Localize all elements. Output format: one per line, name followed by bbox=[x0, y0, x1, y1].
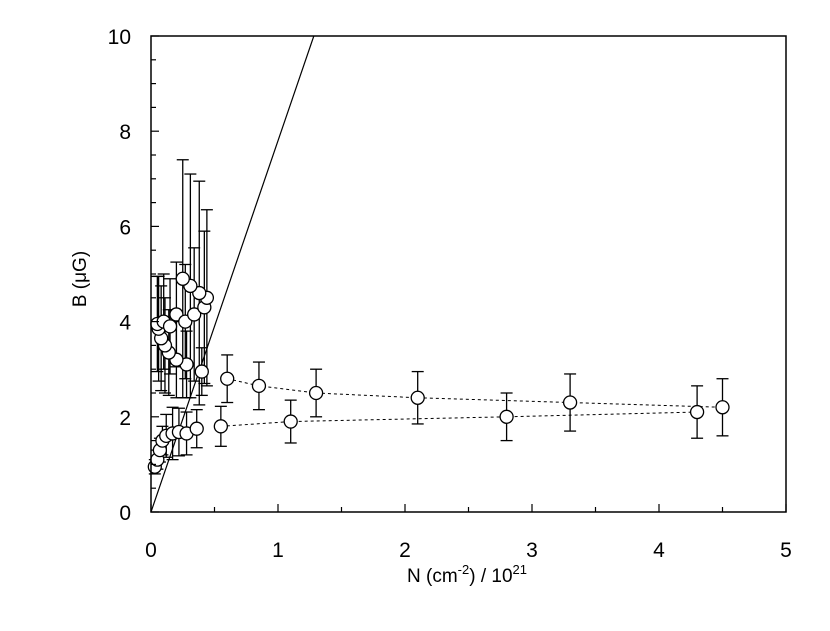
series-1-point bbox=[213, 419, 229, 434]
y-tick-label: 4 bbox=[119, 312, 131, 335]
x-axis-title-base: N (cm bbox=[407, 566, 458, 587]
x-tick-label: 4 bbox=[653, 539, 665, 562]
series-2-point bbox=[220, 371, 235, 386]
series-1-point bbox=[283, 414, 298, 429]
y-tick-label: 0 bbox=[119, 502, 131, 525]
axes: 0 2 4 6 8 10 0 1 2 3 4 5 bbox=[108, 26, 792, 562]
x-axis-title-mid: ) / 10 bbox=[469, 566, 512, 587]
series-1-point bbox=[689, 404, 705, 420]
y-tick-label: 8 bbox=[119, 121, 131, 144]
series-2-point bbox=[175, 271, 190, 286]
series-2-point bbox=[194, 364, 209, 379]
x-tick-label: 2 bbox=[399, 539, 411, 562]
y-tick-label: 2 bbox=[119, 407, 131, 430]
series-2-point bbox=[410, 390, 425, 405]
y-tick-label: 6 bbox=[119, 216, 131, 239]
series-2-point bbox=[162, 319, 178, 334]
series-2-point bbox=[187, 307, 202, 322]
series-2-point bbox=[308, 385, 324, 401]
plot-frame bbox=[150, 35, 787, 513]
reference-line bbox=[151, 36, 315, 512]
series-2-point bbox=[715, 400, 730, 415]
series-2-point bbox=[251, 378, 267, 394]
series-2-point bbox=[562, 395, 578, 410]
x-tick-label: 1 bbox=[272, 539, 284, 562]
series-1-point bbox=[499, 409, 514, 424]
y-tick-label: 10 bbox=[108, 26, 131, 49]
x-axis-title-sup2: 21 bbox=[513, 562, 527, 577]
x-tick-label: 5 bbox=[780, 539, 792, 562]
x-axis-title-sup1: -2 bbox=[458, 562, 470, 577]
series-1-point bbox=[189, 421, 204, 436]
x-tick-label: 3 bbox=[526, 539, 538, 562]
series-2-line bbox=[227, 378, 723, 408]
plot-area bbox=[147, 36, 730, 512]
x-tick-label: 0 bbox=[145, 539, 157, 562]
x-axis-title: N (cm-2) / 1021 bbox=[407, 562, 527, 587]
y-axis-title: B (μG) bbox=[70, 251, 91, 307]
